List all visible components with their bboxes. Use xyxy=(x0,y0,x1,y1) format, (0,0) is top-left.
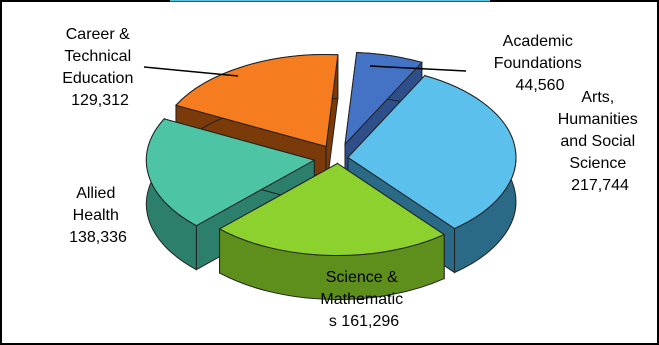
slice-tops xyxy=(145,51,517,256)
data-label-academic-foundations: Academic Foundations 44,560 xyxy=(494,33,587,94)
data-label-allied-health: Allied Health 138,336 xyxy=(69,185,127,246)
data-label-career-technical: Career & Technical Education 129,312 xyxy=(62,26,138,109)
slice-academic-foundations xyxy=(344,51,423,146)
slice-allied-health xyxy=(145,118,316,227)
slice-career-technical xyxy=(175,54,339,148)
data-label-science-mathematics: Science & Mathematic s 161,296 xyxy=(320,269,407,330)
slice-arts-humanities xyxy=(347,75,517,230)
leader-line-academic-foundations xyxy=(369,65,467,72)
leader-lines xyxy=(143,65,467,77)
data-label-arts-humanities: Arts, Humanities and Social Science 217,… xyxy=(558,89,642,194)
slice-science-mathematics xyxy=(218,162,446,256)
leader-line-career-technical xyxy=(143,66,239,77)
